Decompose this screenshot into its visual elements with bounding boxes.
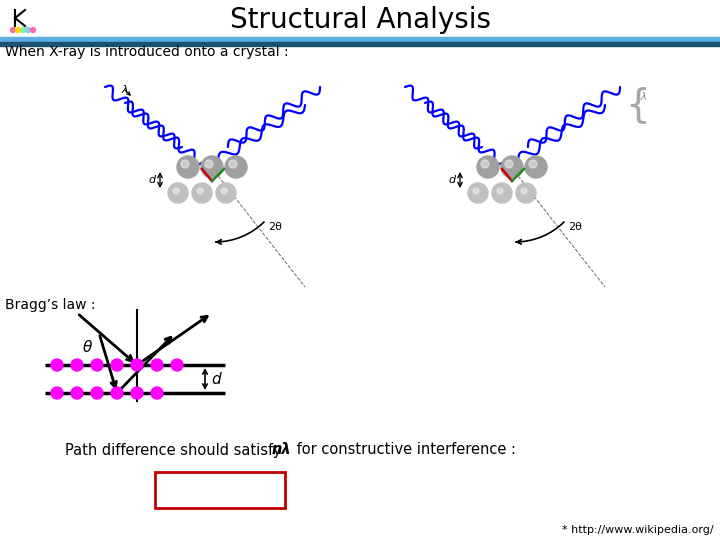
Circle shape [197,188,203,194]
Circle shape [521,188,527,194]
Circle shape [216,183,236,203]
Text: * http://www.wikipedia.org/: * http://www.wikipedia.org/ [562,525,714,535]
Circle shape [111,359,123,371]
Circle shape [529,160,537,168]
Text: for constructive interference :: for constructive interference : [292,442,516,457]
Text: λ: λ [640,92,646,102]
Text: θ: θ [82,340,91,354]
Text: 2θ: 2θ [568,222,582,232]
Circle shape [177,156,199,178]
Circle shape [192,183,212,203]
Text: d: d [211,372,220,387]
Circle shape [171,359,183,371]
Circle shape [168,183,188,203]
Circle shape [477,156,499,178]
Text: 2θ: 2θ [268,222,282,232]
Circle shape [205,160,213,168]
Circle shape [151,359,163,371]
Circle shape [497,188,503,194]
Circle shape [221,188,227,194]
Circle shape [468,183,488,203]
Text: d: d [449,175,456,185]
Bar [155,472,285,508]
Circle shape [25,28,30,32]
Text: Image format: Image format [189,488,251,496]
Text: Bragg’s law :: Bragg’s law : [5,298,96,312]
Circle shape [229,160,237,168]
Text: d: d [149,175,156,185]
Circle shape [51,387,63,399]
Circle shape [71,387,83,399]
Text: {: { [625,86,649,124]
Circle shape [492,183,512,203]
Circle shape [225,156,247,178]
Circle shape [481,160,489,168]
Circle shape [173,188,179,194]
Circle shape [525,156,547,178]
Circle shape [16,28,20,32]
Circle shape [30,28,35,32]
Circle shape [51,359,63,371]
Circle shape [201,156,223,178]
Text: Path difference should satisfy: Path difference should satisfy [65,442,286,457]
Circle shape [516,183,536,203]
Text: Macintosh PICT: Macintosh PICT [186,477,254,487]
Circle shape [71,359,83,371]
Circle shape [91,387,103,399]
Text: λ: λ [122,85,128,95]
Circle shape [505,160,513,168]
Text: is not supported: is not supported [183,497,257,507]
Circle shape [473,188,479,194]
Circle shape [11,28,16,32]
Circle shape [181,160,189,168]
Circle shape [91,359,103,371]
Circle shape [111,387,123,399]
Circle shape [131,387,143,399]
Circle shape [20,28,25,32]
Text: When X-ray is introduced onto a crystal :: When X-ray is introduced onto a crystal … [5,45,289,59]
Circle shape [501,156,523,178]
Circle shape [151,387,163,399]
Circle shape [131,359,143,371]
Text: nλ: nλ [272,442,292,457]
Text: Structural Analysis: Structural Analysis [230,6,490,34]
